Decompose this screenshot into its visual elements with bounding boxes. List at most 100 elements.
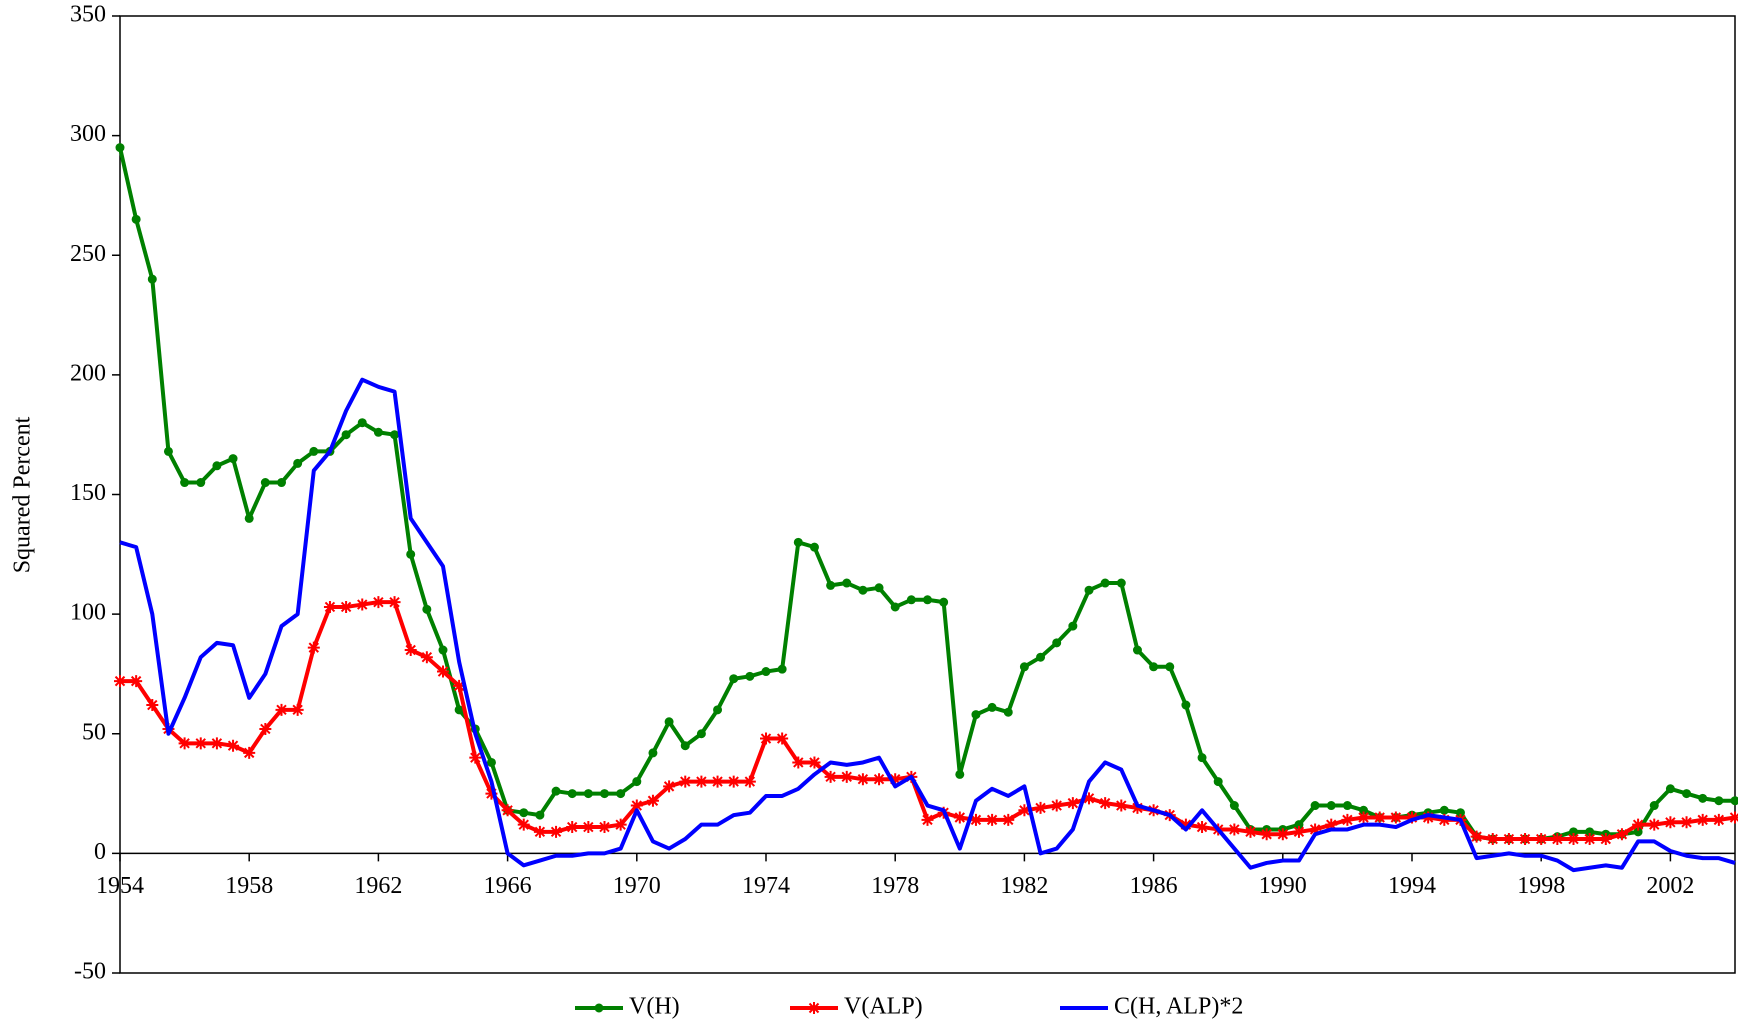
legend-label: V(H) (629, 994, 680, 1020)
marker (341, 430, 351, 440)
marker (420, 651, 433, 664)
marker (1066, 797, 1079, 810)
marker (858, 585, 868, 595)
marker (372, 596, 385, 609)
marker (1310, 801, 1320, 811)
marker (388, 596, 401, 609)
marker (340, 600, 353, 613)
marker (259, 722, 272, 735)
marker (212, 461, 222, 471)
marker (711, 775, 724, 788)
y-tick-label: 250 (70, 241, 106, 267)
marker (953, 811, 966, 824)
x-tick-label: 1958 (225, 873, 273, 899)
marker (840, 770, 853, 783)
marker (1714, 796, 1724, 806)
marker (582, 821, 595, 834)
marker (1664, 816, 1677, 829)
y-tick-label: 100 (70, 600, 106, 626)
marker (1276, 828, 1289, 841)
marker (1439, 805, 1449, 815)
marker (1018, 804, 1031, 817)
marker (1099, 797, 1112, 810)
marker (114, 675, 126, 688)
marker (260, 478, 270, 488)
marker (1486, 833, 1499, 846)
marker (1389, 811, 1402, 824)
marker (1551, 833, 1564, 846)
marker (517, 818, 530, 831)
legend-label: V(ALP) (844, 994, 923, 1020)
marker (1665, 784, 1675, 794)
marker (1196, 821, 1209, 834)
marker (1181, 700, 1191, 710)
marker (453, 679, 466, 692)
x-tick-label: 1998 (1517, 873, 1565, 899)
marker (422, 604, 432, 614)
marker (1084, 585, 1094, 595)
marker (1599, 833, 1612, 846)
marker (438, 645, 448, 655)
marker (792, 756, 805, 769)
marker (1309, 823, 1322, 836)
marker (243, 746, 256, 759)
marker (939, 597, 949, 607)
marker (1050, 799, 1063, 812)
marker (469, 751, 482, 764)
marker (178, 737, 191, 750)
marker (1373, 811, 1386, 824)
series-line (118, 147, 1735, 842)
marker (890, 602, 900, 612)
marker (664, 717, 674, 727)
marker (1068, 621, 1078, 631)
marker (695, 775, 708, 788)
marker (971, 710, 981, 720)
marker (1325, 818, 1338, 831)
marker (357, 418, 367, 428)
marker (663, 780, 676, 793)
marker (146, 699, 159, 712)
marker (630, 799, 643, 812)
y-tick-label: 150 (70, 480, 106, 506)
marker (680, 741, 690, 751)
marker (535, 810, 545, 820)
marker (1649, 801, 1659, 811)
marker (824, 770, 837, 783)
x-tick-label: 1974 (742, 873, 790, 899)
marker (648, 748, 658, 758)
marker (616, 789, 626, 799)
marker (309, 446, 319, 456)
marker (131, 214, 141, 224)
marker (1229, 801, 1239, 811)
legend-label: C(H, ALP)*2 (1114, 994, 1243, 1020)
x-tick-label: 1982 (1000, 873, 1048, 899)
marker (1535, 833, 1548, 846)
marker (583, 789, 593, 799)
marker (147, 274, 157, 284)
marker (1502, 833, 1515, 846)
marker (923, 595, 932, 605)
marker (906, 595, 916, 605)
marker (1083, 792, 1095, 805)
marker (1680, 816, 1693, 829)
plot-frame (119, 15, 1736, 974)
marker (163, 446, 173, 456)
marker (1422, 811, 1435, 824)
marker (1115, 799, 1128, 812)
marker (1002, 813, 1015, 826)
y-tick-label: -50 (74, 959, 106, 985)
marker (275, 703, 288, 716)
marker (1197, 753, 1207, 763)
series-line (119, 377, 1736, 873)
marker (1100, 578, 1110, 588)
marker (567, 789, 577, 799)
marker (293, 458, 303, 468)
marker (793, 537, 803, 547)
y-tick-label: 200 (70, 360, 106, 386)
marker (760, 732, 772, 745)
marker (713, 705, 723, 715)
marker (600, 789, 609, 799)
marker (1698, 793, 1708, 803)
marker (1326, 801, 1336, 811)
marker (1213, 777, 1223, 787)
